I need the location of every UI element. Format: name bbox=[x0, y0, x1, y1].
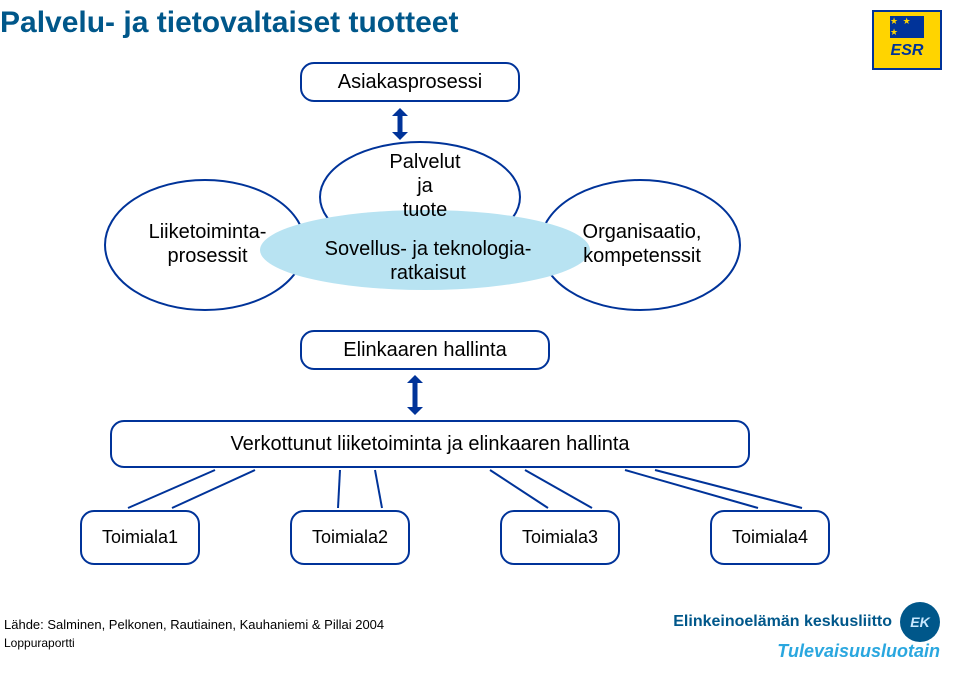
label-elinkaari: Elinkaaren hallinta bbox=[343, 339, 506, 362]
esr-label: ESR bbox=[891, 42, 924, 60]
source-citation: Lähde: Salminen, Pelkonen, Rautiainen, K… bbox=[4, 617, 384, 632]
eu-flag-icon: ★ ★ ★ bbox=[890, 16, 924, 38]
report-label: Loppuraportti bbox=[4, 636, 75, 650]
brand-text: Elinkeinoelämän keskusliitto bbox=[673, 613, 892, 631]
brand-block: Elinkeinoelämän keskusliitto EK bbox=[673, 602, 940, 642]
esr-logo: ★ ★ ★ ESR bbox=[872, 10, 942, 70]
label-organisaatio: Organisaatio,kompetenssit bbox=[562, 220, 722, 268]
box-elinkaari: Elinkaaren hallinta bbox=[300, 330, 550, 370]
page-title: Palvelu- ja tietovaltaiset tuotteet bbox=[0, 6, 458, 40]
brand-subtitle: Tulevaisuusluotain bbox=[777, 641, 940, 662]
box-toimiala-2: Toimiala2 bbox=[290, 510, 410, 565]
label-asiakasprosessi: Asiakasprosessi bbox=[338, 71, 483, 94]
box-toimiala-4: Toimiala4 bbox=[710, 510, 830, 565]
box-verkottunut: Verkottunut liiketoiminta ja elinkaaren … bbox=[110, 420, 750, 468]
box-toimiala-3: Toimiala3 bbox=[500, 510, 620, 565]
box-asiakasprosessi: Asiakasprosessi bbox=[300, 62, 520, 102]
box-toimiala-1: Toimiala1 bbox=[80, 510, 200, 565]
label-palvelut: Palvelutjatuote bbox=[370, 150, 480, 222]
label-verkottunut: Verkottunut liiketoiminta ja elinkaaren … bbox=[230, 433, 629, 456]
label-liiketoiminta: Liiketoiminta-prosessit bbox=[130, 220, 285, 268]
ek-badge-icon: EK bbox=[900, 602, 940, 642]
footer: Lähde: Salminen, Pelkonen, Rautiainen, K… bbox=[0, 604, 960, 664]
label-sovellus: Sovellus- ja teknologia-ratkaisut bbox=[318, 237, 538, 285]
